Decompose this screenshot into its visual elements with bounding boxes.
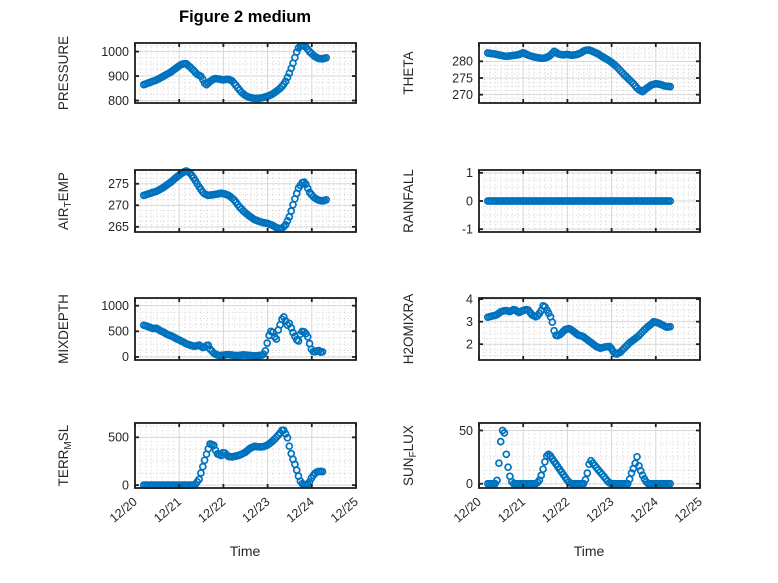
axes-box xyxy=(478,422,701,489)
svg-text:12/20: 12/20 xyxy=(107,495,140,526)
minor-grid xyxy=(479,170,700,232)
svg-text:500: 500 xyxy=(108,431,129,445)
data-series xyxy=(483,46,675,96)
figure-title: Figure 2 medium xyxy=(178,8,312,26)
svg-text:1000: 1000 xyxy=(101,299,129,313)
svg-text:275: 275 xyxy=(452,71,473,85)
x-tick-labels: 12/20 12/21 12/22 12/23 12/24 12/25 xyxy=(451,495,705,526)
y-axis-label-pressure: PRESSURE xyxy=(56,36,71,110)
data-series xyxy=(139,426,327,489)
data-series xyxy=(139,167,331,233)
y-axis-label-theta: THETA xyxy=(401,51,416,94)
y-tick-labels: 0 500 1000 xyxy=(101,299,129,364)
data-series xyxy=(483,197,675,205)
major-grid xyxy=(135,423,356,488)
axes-box xyxy=(478,169,701,233)
data-series xyxy=(483,426,675,488)
svg-text:4: 4 xyxy=(466,292,473,306)
axes-box xyxy=(134,422,357,489)
svg-text:900: 900 xyxy=(108,69,129,83)
subplot-air-temp: 265 270 275 AIRTEMP xyxy=(56,167,357,234)
y-axis-label-sun-flux: SUNFLUX xyxy=(401,425,419,486)
axes-box xyxy=(134,42,357,104)
svg-text:12/22: 12/22 xyxy=(539,495,572,526)
y-tick-labels: 0 500 xyxy=(108,431,129,493)
major-grid xyxy=(135,43,356,103)
y-tick-labels: 0 50 xyxy=(459,424,473,491)
svg-text:280: 280 xyxy=(452,55,473,69)
data-series xyxy=(139,313,327,360)
y-tick-labels: -1 0 1 xyxy=(462,166,473,236)
svg-text:12/25: 12/25 xyxy=(672,495,705,526)
data-series xyxy=(139,41,331,103)
svg-text:1: 1 xyxy=(466,166,473,180)
svg-text:0: 0 xyxy=(466,477,473,491)
svg-text:0: 0 xyxy=(466,194,473,208)
svg-text:12/24: 12/24 xyxy=(284,495,317,526)
axes-box xyxy=(134,169,357,233)
svg-text:12/24: 12/24 xyxy=(628,495,661,526)
y-axis-label-mixdepth: MIXDEPTH xyxy=(56,294,71,364)
subplot-terr-msl: 0 500 12/20 12/21 12/22 12/23 12/24 12/25 TERRMS… xyxy=(56,422,361,526)
svg-text:12/23: 12/23 xyxy=(240,495,273,526)
y-tick-labels: 800 900 1000 xyxy=(101,45,129,108)
y-tick-labels: 2 3 4 xyxy=(466,292,473,351)
svg-text:270: 270 xyxy=(452,88,473,102)
xlabel-time-left: Time xyxy=(229,543,261,559)
y-tick-labels: 270 275 280 xyxy=(452,55,473,102)
svg-text:50: 50 xyxy=(459,424,473,438)
svg-text:12/21: 12/21 xyxy=(151,495,184,526)
y-axis-label-rainfall: RAINFALL xyxy=(401,169,416,233)
subplot-rainfall: -1 0 1 RAINFALL xyxy=(401,166,701,236)
svg-text:0: 0 xyxy=(122,478,129,492)
svg-text:1000: 1000 xyxy=(101,45,129,59)
svg-text:12/20: 12/20 xyxy=(451,495,484,526)
minor-grid xyxy=(135,170,356,232)
svg-text:12/25: 12/25 xyxy=(328,495,361,526)
xlabel-time-right: Time xyxy=(573,543,605,559)
svg-text:265: 265 xyxy=(108,220,129,234)
subplot-theta: 270 275 280 THETA xyxy=(401,42,701,104)
subplot-h2omixra: 2 3 4 H2OMIXRA xyxy=(401,292,701,365)
axes-box xyxy=(478,297,701,361)
axes-box xyxy=(478,42,701,104)
svg-text:270: 270 xyxy=(108,199,129,213)
svg-text:275: 275 xyxy=(108,177,129,191)
svg-text:12/23: 12/23 xyxy=(584,495,617,526)
svg-text:0: 0 xyxy=(122,350,129,364)
data-series xyxy=(483,302,675,358)
svg-text:800: 800 xyxy=(108,94,129,108)
subplot-pressure: 800 900 1000 PRESSURE xyxy=(56,36,357,110)
y-tick-labels: 265 270 275 xyxy=(108,177,129,234)
major-grid xyxy=(479,43,700,103)
svg-text:3: 3 xyxy=(466,315,473,329)
svg-text:500: 500 xyxy=(108,325,129,339)
y-axis-label-terr-msl: TERRMSL xyxy=(56,424,74,486)
subplot-sun-flux: 0 50 12/20 12/21 12/22 12/23 12/24 12/25 SUNFLUX xyxy=(401,422,705,526)
subplot-mixdepth: 0 500 1000 MIXDEPTH xyxy=(56,294,357,364)
x-tick-labels: 12/20 12/21 12/22 12/23 12/24 12/25 xyxy=(107,495,361,526)
y-axis-label-h2omixra: H2OMIXRA xyxy=(401,294,416,365)
axes-box xyxy=(134,297,357,361)
y-axis-label-air-temp: AIRTEMP xyxy=(56,172,74,230)
svg-text:2: 2 xyxy=(466,338,473,352)
svg-text:12/22: 12/22 xyxy=(195,495,228,526)
svg-text:12/21: 12/21 xyxy=(495,495,528,526)
svg-text:-1: -1 xyxy=(462,222,473,236)
